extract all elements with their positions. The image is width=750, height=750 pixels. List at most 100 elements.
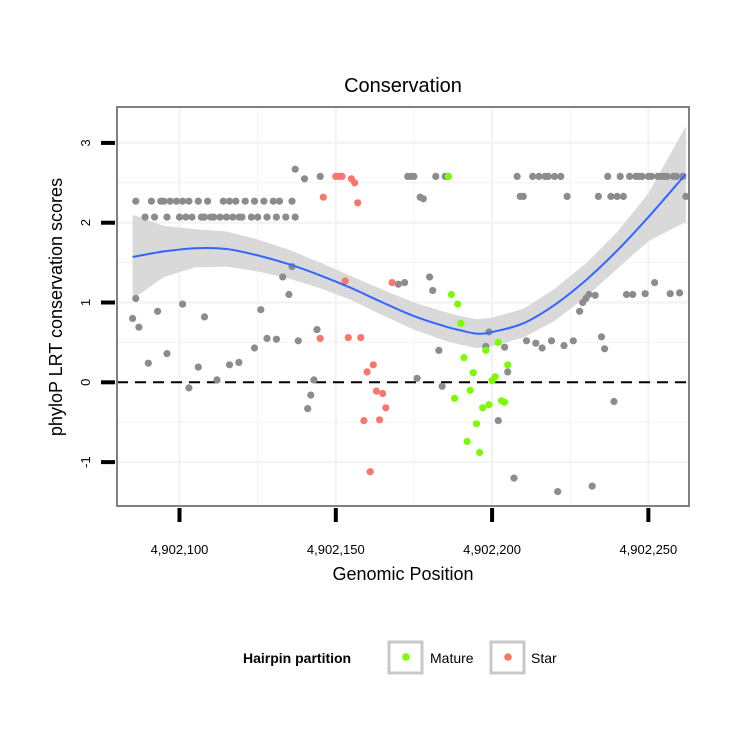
legend-key-star: [489, 640, 526, 675]
data-point-other: [260, 197, 268, 205]
data-point-other: [257, 306, 265, 314]
data-point-other: [175, 213, 184, 221]
data-point-mature: [485, 401, 493, 409]
legend-key-mature: [387, 640, 424, 675]
data-point-other: [222, 213, 230, 221]
data-point-other: [132, 294, 140, 303]
data-point-other: [551, 172, 559, 180]
data-point-other: [438, 382, 446, 390]
data-point-other: [285, 290, 293, 299]
data-point-mature: [444, 172, 452, 180]
data-point-star: [372, 387, 380, 395]
data-point-other: [410, 172, 418, 180]
legend-label-mature: Mature: [430, 650, 474, 666]
legend-label-star: Star: [531, 650, 557, 666]
data-point-other: [544, 172, 552, 180]
data-point-other: [294, 337, 302, 345]
data-point-other: [588, 482, 596, 490]
data-point-other: [144, 359, 152, 367]
data-point-other: [229, 213, 237, 221]
data-point-other: [494, 417, 502, 425]
data-point-other: [154, 307, 162, 315]
data-point-other: [210, 213, 218, 221]
data-point-mature: [472, 420, 481, 428]
data-point-other: [282, 213, 290, 221]
data-point-other: [519, 192, 527, 200]
data-point-mature: [479, 404, 487, 412]
data-point-other: [275, 197, 284, 205]
data-point-other: [179, 197, 187, 205]
y-tick-label: 2: [78, 219, 93, 226]
data-point-other: [194, 363, 202, 371]
data-point-mature: [482, 346, 490, 354]
legend-title: Hairpin partition: [243, 650, 351, 666]
data-point-mature: [501, 398, 509, 406]
data-point-other: [163, 213, 171, 221]
data-point-other: [225, 197, 234, 205]
data-point-other: [147, 197, 155, 205]
data-point-other: [279, 273, 287, 281]
x-tick-label: 4,902,250: [619, 542, 677, 557]
data-point-other: [594, 192, 603, 200]
data-point-other: [263, 213, 271, 221]
data-point-star: [369, 361, 377, 369]
data-point-other: [622, 290, 631, 299]
data-point-other: [682, 192, 690, 200]
data-point-other: [213, 376, 221, 384]
confidence-ribbon: [132, 126, 686, 348]
data-point-other: [200, 213, 209, 221]
data-point-other: [166, 197, 174, 205]
legend-marker-star: [504, 653, 512, 661]
y-tick-label: 3: [78, 139, 93, 146]
data-point-other: [597, 333, 606, 341]
data-point-other: [188, 213, 196, 221]
data-point-other: [501, 343, 509, 351]
data-point-mature: [457, 319, 465, 327]
data-point-other: [179, 300, 187, 308]
data-point-other: [601, 345, 609, 353]
data-point-mature: [494, 338, 502, 346]
data-point-other: [291, 165, 299, 173]
data-point-other: [216, 213, 224, 221]
data-point-other: [538, 344, 546, 352]
data-point-other: [426, 273, 434, 281]
data-point-other: [401, 279, 409, 287]
data-point-mature: [454, 300, 462, 308]
data-point-other: [185, 197, 193, 205]
data-point-mature: [491, 373, 499, 381]
data-point-other: [204, 197, 212, 205]
data-point-other: [225, 361, 234, 369]
data-point-other: [288, 197, 296, 205]
data-point-other: [569, 337, 577, 345]
legend-marker-mature: [402, 653, 410, 661]
x-axis: 4,902,100 4,902,150 4,902,200 4,902,250: [151, 508, 677, 557]
y-tick-label: 0: [78, 379, 93, 386]
x-tick-label: 4,902,150: [307, 542, 365, 557]
data-point-other: [672, 172, 681, 180]
data-point-other: [432, 172, 440, 180]
data-point-mature: [504, 361, 512, 369]
data-point-other: [269, 197, 277, 205]
data-point-other: [557, 172, 565, 180]
data-point-star: [354, 199, 362, 207]
x-axis-title: Genomic Position: [332, 564, 473, 584]
data-point-mature: [476, 448, 484, 457]
data-point-other: [182, 213, 190, 221]
data-point-other: [651, 279, 659, 287]
data-point-mature: [463, 437, 471, 445]
data-point-other: [419, 195, 427, 203]
x-tick-label: 4,902,100: [151, 542, 209, 557]
data-point-other: [666, 290, 674, 298]
x-tick-label: 4,902,200: [463, 542, 521, 557]
chart-title: Conservation: [344, 75, 462, 97]
data-point-mature: [466, 386, 474, 394]
data-point-other: [300, 175, 309, 183]
data-point-other: [563, 192, 571, 200]
data-point-other: [172, 197, 180, 205]
data-point-other: [626, 172, 634, 180]
data-point-other: [576, 307, 584, 315]
panel-border: [116, 106, 690, 507]
data-point-mature: [460, 354, 468, 362]
data-point-other: [560, 342, 568, 350]
